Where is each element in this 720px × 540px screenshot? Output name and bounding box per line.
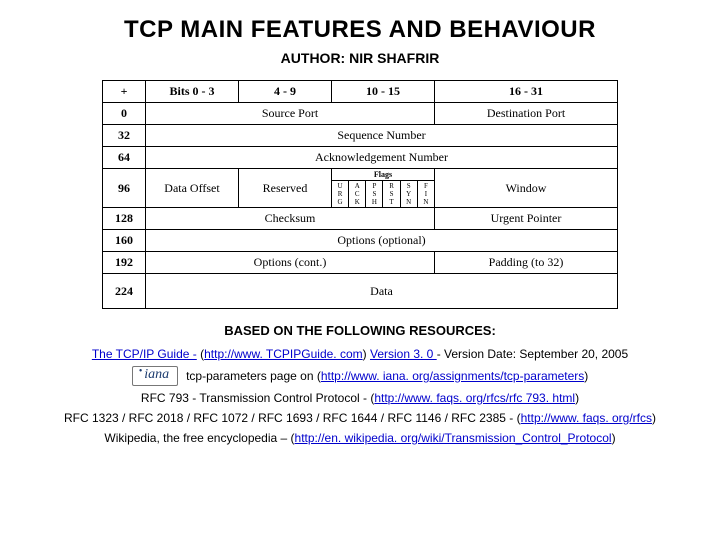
resource-1: The TCP/IP Guide - (http://www. TCPIPGui… (20, 346, 700, 362)
options-cont: Options (cont.) (146, 252, 435, 274)
off-64: 64 (103, 147, 146, 169)
res3-a: RFC 793 - Transmission Control Protocol … (141, 391, 374, 405)
res2-c: ) (584, 369, 588, 383)
resource-5: Wikipedia, the free encyclopedia – (http… (20, 430, 700, 446)
flags-label: Flags (332, 169, 435, 181)
data-field: Data (146, 274, 618, 309)
resources-title: BASED ON THE FOLLOWING RESOURCES: (20, 323, 700, 338)
flag-ack: A C K (349, 181, 366, 208)
res1-f: - Version Date: September 20, 2005 (437, 347, 628, 361)
tcpip-version-link[interactable]: Version 3. 0 (370, 347, 437, 361)
iana-logo: iana (132, 366, 178, 386)
ack-number: Acknowledgement Number (146, 147, 618, 169)
options: Options (optional) (146, 230, 618, 252)
tcpip-guide-link[interactable]: The TCP/IP Guide - (92, 347, 197, 361)
off-224: 224 (103, 274, 146, 309)
resource-2: iana tcp-parameters page on (http://www.… (20, 366, 700, 386)
off-0: 0 (103, 103, 146, 125)
reserved: Reserved (239, 169, 332, 208)
header-row: + Bits 0 - 3 4 - 9 10 - 15 16 - 31 (103, 81, 618, 103)
res4-a: RFC 1323 / RFC 2018 / RFC 1072 / RFC 169… (64, 411, 521, 425)
resource-4: RFC 1323 / RFC 2018 / RFC 1072 / RFC 169… (20, 410, 700, 426)
res5-c: ) (612, 431, 616, 445)
flag-syn: S Y N (400, 181, 417, 208)
checksum: Checksum (146, 208, 435, 230)
resource-3: RFC 793 - Transmission Control Protocol … (20, 390, 700, 406)
hdr-bits1631: 16 - 31 (435, 81, 618, 103)
page-title: TCP MAIN FEATURES AND BEHAVIOUR (20, 16, 700, 44)
row-32: 32 Sequence Number (103, 125, 618, 147)
res5-a: Wikipedia, the free encyclopedia – ( (104, 431, 294, 445)
tcp-header-table: + Bits 0 - 3 4 - 9 10 - 15 16 - 31 0 Sou… (102, 80, 618, 309)
hdr-bits03: Bits 0 - 3 (146, 81, 239, 103)
off-96: 96 (103, 169, 146, 208)
author-line: AUTHOR: NIR SHAFRIR (20, 50, 700, 66)
row-160: 160 Options (optional) (103, 230, 618, 252)
off-160: 160 (103, 230, 146, 252)
hdr-bits49: 4 - 9 (239, 81, 332, 103)
flag-urg: U R G (332, 181, 349, 208)
off-192: 192 (103, 252, 146, 274)
hdr-plus: + (103, 81, 146, 103)
faqs-rfcs-url[interactable]: http://www. faqs. org/rfcs (521, 411, 652, 425)
window: Window (435, 169, 618, 208)
row-0: 0 Source Port Destination Port (103, 103, 618, 125)
row-64: 64 Acknowledgement Number (103, 147, 618, 169)
rfc793-url[interactable]: http://www. faqs. org/rfcs/rfc 793. html (374, 391, 575, 405)
flag-rst: R S T (383, 181, 400, 208)
res2-text: tcp-parameters page on (http://www. iana… (186, 369, 588, 383)
padding: Padding (to 32) (435, 252, 618, 274)
wikipedia-url[interactable]: http://en. wikipedia. org/wiki/Transmiss… (295, 431, 612, 445)
row-96-flagslabel: 96 Data Offset Reserved Flags Window (103, 169, 618, 181)
row-224: 224 Data (103, 274, 618, 309)
dest-port: Destination Port (435, 103, 618, 125)
res4-c: ) (652, 411, 656, 425)
urgent-pointer: Urgent Pointer (435, 208, 618, 230)
data-offset: Data Offset (146, 169, 239, 208)
res3-c: ) (575, 391, 579, 405)
res2-a: tcp-parameters page on ( (186, 369, 321, 383)
iana-url[interactable]: http://www. iana. org/assignments/tcp-pa… (321, 369, 584, 383)
flag-fin: F I N (417, 181, 434, 208)
flag-psh: P S H (366, 181, 383, 208)
res1-d: ) (363, 347, 370, 361)
tcpip-guide-url[interactable]: http://www. TCPIPGuide. com (204, 347, 363, 361)
row-128: 128 Checksum Urgent Pointer (103, 208, 618, 230)
hdr-bits1015: 10 - 15 (332, 81, 435, 103)
seq-number: Sequence Number (146, 125, 618, 147)
source-port: Source Port (146, 103, 435, 125)
off-128: 128 (103, 208, 146, 230)
row-192: 192 Options (cont.) Padding (to 32) (103, 252, 618, 274)
off-32: 32 (103, 125, 146, 147)
